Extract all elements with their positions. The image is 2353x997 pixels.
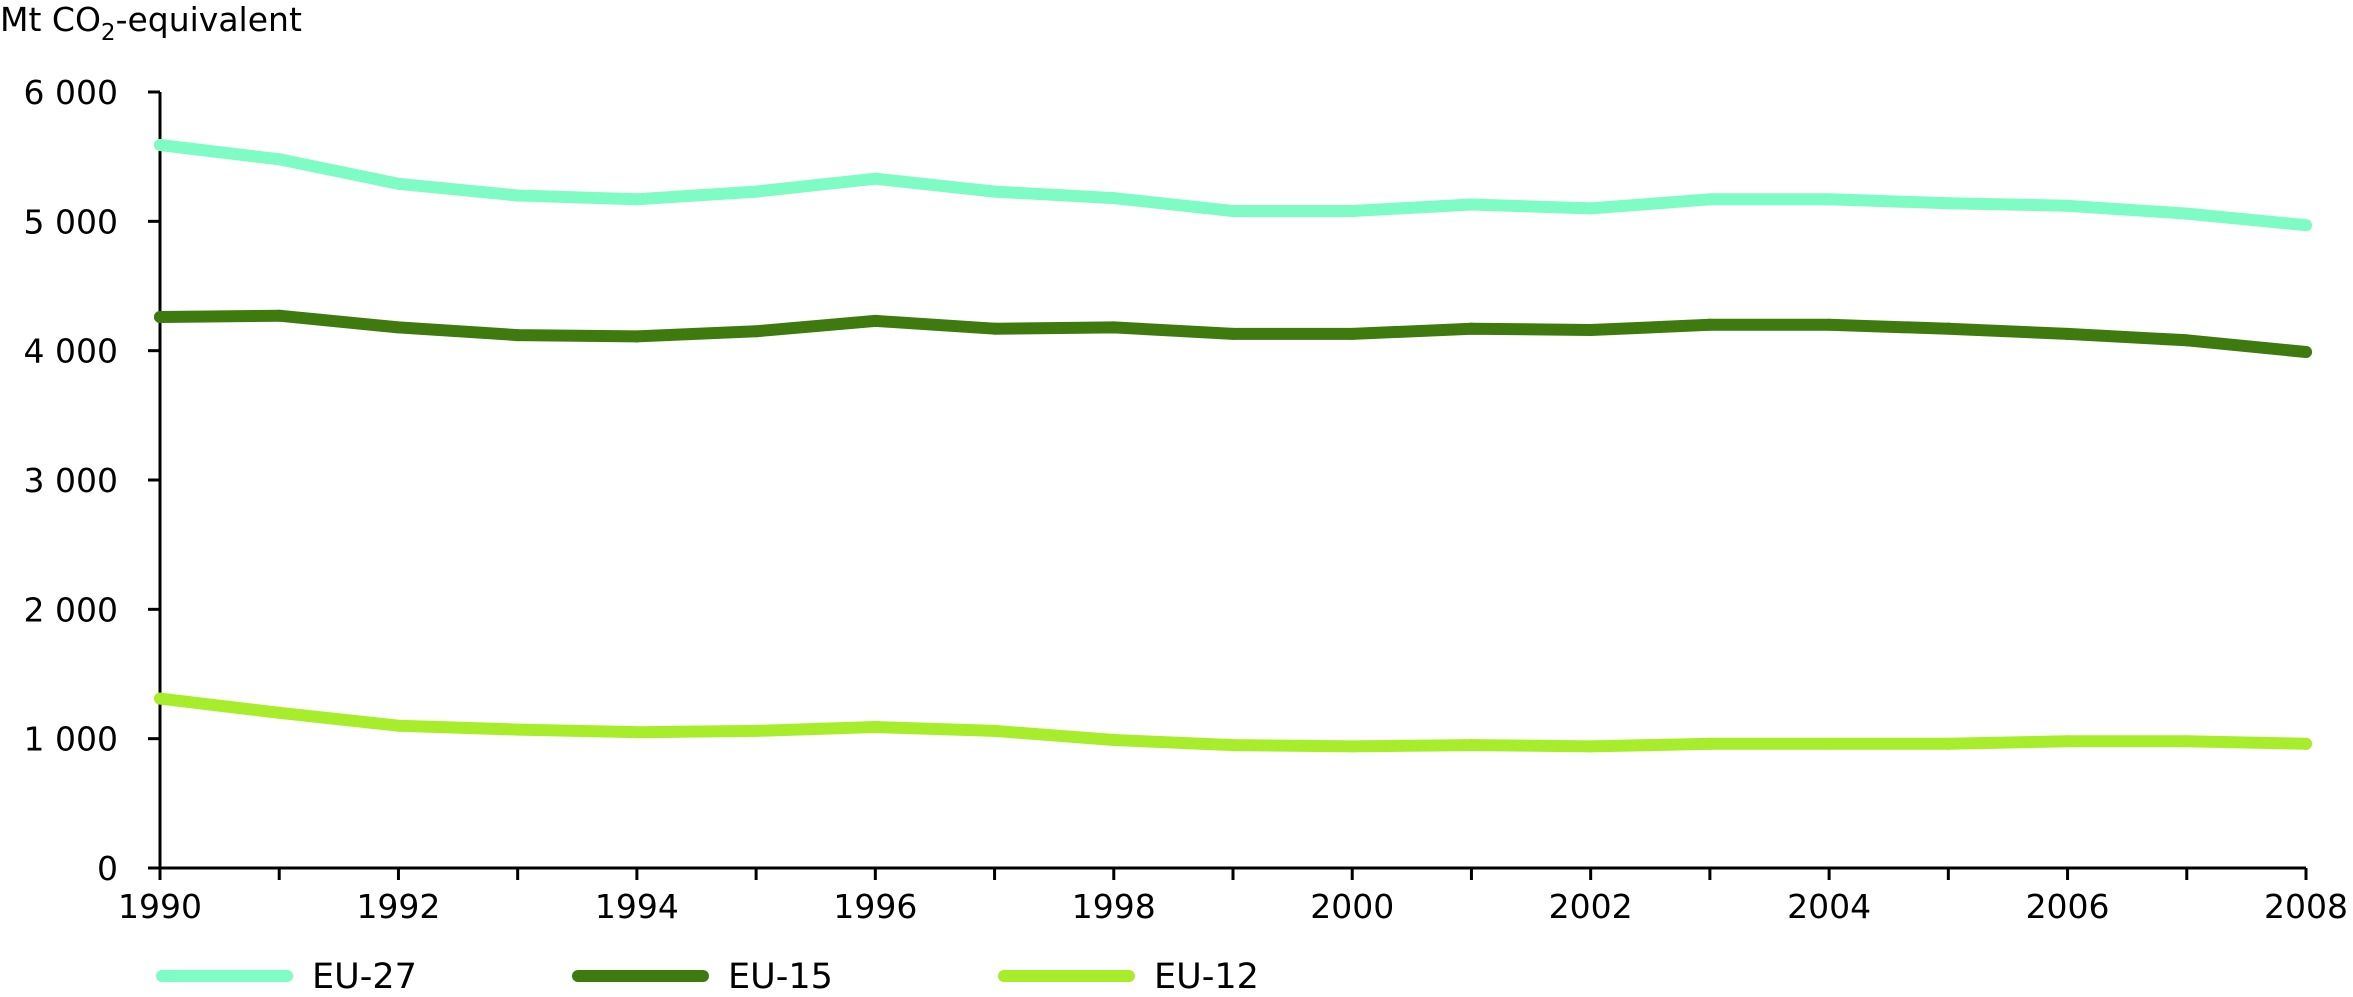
data-point [988, 185, 1001, 198]
x-tick-label: 2006 [2026, 887, 2110, 926]
data-point [2061, 199, 2074, 212]
y-axis: 0 1 000 2 000 3 000 4 000 5 000 6 000 [24, 73, 162, 888]
data-point [273, 309, 286, 322]
data-point [392, 321, 405, 334]
x-tick-label: 1996 [833, 887, 917, 926]
data-point [1346, 327, 1359, 340]
data-point [392, 719, 405, 732]
x-tick-label: 1990 [118, 887, 202, 926]
data-point [1942, 197, 1955, 210]
legend-item-eu-27: EU-27 [156, 957, 417, 997]
data-point [2180, 334, 2193, 347]
data-point [988, 724, 1001, 737]
data-point [1227, 204, 1239, 217]
data-point [1465, 739, 1478, 752]
data-point [154, 692, 166, 705]
data-point [869, 314, 882, 327]
y-tick-label: 0 [97, 849, 118, 888]
data-point [273, 706, 286, 719]
data-point [750, 724, 763, 737]
data-point [1584, 323, 1597, 336]
y-tick-label: 3 000 [24, 461, 118, 500]
x-tick-label: 2000 [1310, 887, 1394, 926]
data-point [1823, 737, 1836, 750]
data-point [1346, 204, 1359, 217]
x-tick-label: 2008 [2264, 887, 2348, 926]
data-point [273, 153, 286, 166]
data-point [154, 139, 166, 152]
data-point [1107, 321, 1120, 334]
data-point [2061, 327, 2074, 340]
data-point [630, 193, 643, 206]
series-lines [154, 139, 2312, 753]
data-point [2180, 207, 2193, 220]
y-tick-label: 2 000 [24, 590, 118, 629]
y-axis-unit-suffix: -equivalent [116, 0, 302, 39]
legend-label: EU-27 [312, 957, 417, 997]
legend-item-eu-12: EU-12 [998, 957, 1259, 997]
data-point [1942, 322, 1955, 335]
x-tick-label: 2002 [1549, 887, 1633, 926]
y-tick-label: 1 000 [24, 720, 118, 759]
x-axis: 1990 1992 1994 1996 1998 2000 2002 2004 2006 2008 [118, 866, 2348, 926]
y-tick-label: 6 000 [24, 73, 118, 112]
data-point [392, 177, 405, 190]
data-point [2061, 735, 2074, 748]
y-axis-unit-prefix: Mt CO [0, 0, 101, 39]
data-point [1107, 192, 1120, 205]
x-tick-label: 1992 [356, 887, 440, 926]
data-point [2300, 737, 2312, 750]
data-point [511, 723, 524, 736]
data-point [630, 726, 643, 739]
data-point [1465, 322, 1478, 335]
x-tick-label: 2004 [1787, 887, 1871, 926]
data-point [988, 322, 1001, 335]
data-point [511, 329, 524, 342]
data-point [2300, 219, 2312, 232]
data-point [1703, 737, 1716, 750]
y-tick-label: 4 000 [24, 332, 118, 371]
legend: EU-27 EU-15 EU-12 [156, 957, 1259, 997]
x-tick-label: 1998 [1072, 887, 1156, 926]
data-point [1942, 737, 1955, 750]
data-point [1584, 202, 1597, 215]
data-point [1703, 318, 1716, 331]
data-point [750, 325, 763, 338]
data-point [1346, 740, 1359, 753]
data-point [2300, 345, 2312, 358]
data-point [1584, 740, 1597, 753]
data-point [1465, 198, 1478, 211]
series-eu-15 [154, 309, 2312, 358]
data-point [869, 172, 882, 185]
data-point [154, 311, 166, 324]
data-point [750, 185, 763, 198]
legend-item-eu-15: EU-15 [572, 957, 833, 997]
series-eu-27 [154, 139, 2312, 232]
legend-label: EU-15 [728, 957, 833, 997]
data-point [1227, 327, 1239, 340]
series-eu-12 [154, 692, 2312, 753]
data-point [869, 721, 882, 734]
data-point [1227, 739, 1239, 752]
legend-label: EU-12 [1154, 957, 1259, 997]
data-point [1823, 318, 1836, 331]
y-tick-label: 5 000 [24, 202, 118, 241]
data-point [630, 330, 643, 343]
data-point [1703, 193, 1716, 206]
data-point [511, 189, 524, 202]
x-tick-label: 1994 [595, 887, 679, 926]
data-point [1823, 193, 1836, 206]
data-point [2180, 735, 2193, 748]
y-axis-unit-subscript: 2 [101, 20, 116, 46]
data-point [1107, 733, 1120, 746]
y-axis-unit-label: Mt CO2-equivalent [0, 0, 302, 46]
